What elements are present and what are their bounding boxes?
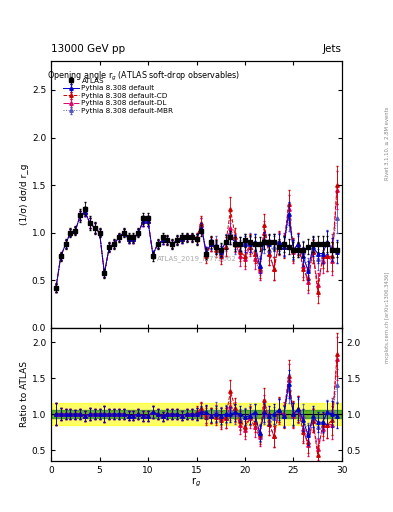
Text: Rivet 3.1.10, ≥ 2.8M events: Rivet 3.1.10, ≥ 2.8M events	[385, 106, 389, 180]
Legend: ATLAS, Pythia 8.308 default, Pythia 8.308 default-CD, Pythia 8.308 default-DL, P: ATLAS, Pythia 8.308 default, Pythia 8.30…	[61, 76, 176, 116]
Text: ATLAS_2019_I1772062: ATLAS_2019_I1772062	[157, 255, 236, 262]
Text: 13000 GeV pp: 13000 GeV pp	[51, 44, 125, 54]
Bar	[51, 411, 342, 418]
Text: mcplots.cern.ch [arXiv:1306.3436]: mcplots.cern.ch [arXiv:1306.3436]	[385, 272, 389, 363]
X-axis label: r$_g$: r$_g$	[191, 476, 202, 489]
Y-axis label: (1/σ) dσ/d r_g: (1/σ) dσ/d r_g	[20, 164, 29, 225]
Y-axis label: Ratio to ATLAS: Ratio to ATLAS	[20, 361, 29, 427]
Text: Jets: Jets	[323, 44, 342, 54]
Text: Opening angle r$_g$ (ATLAS soft-drop observables): Opening angle r$_g$ (ATLAS soft-drop obs…	[48, 70, 241, 82]
Bar	[51, 403, 342, 425]
